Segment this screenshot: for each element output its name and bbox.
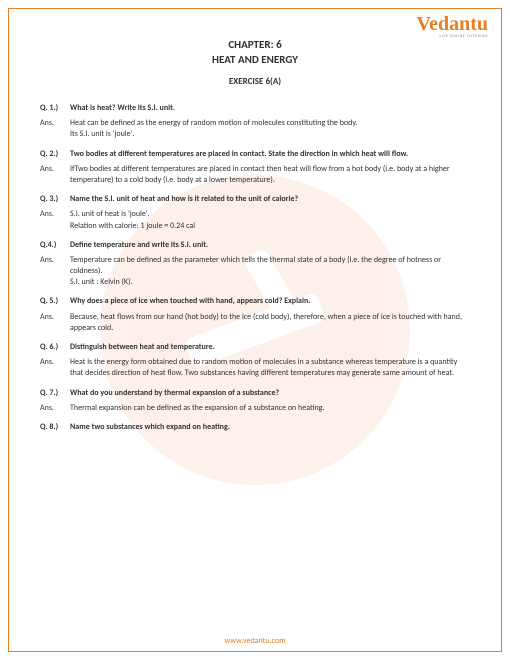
question-label: Q. 7.) [40, 388, 70, 399]
chapter-label: CHAPTER: 6 [40, 38, 470, 51]
qa-block: Q. 6.)Distinguish between heat and tempe… [40, 342, 470, 380]
answer-text: S.I. unit of heat is 'joule'.Relation wi… [70, 209, 470, 231]
qa-block: Q. 3.)Name the S.I. unit of heat and how… [40, 194, 470, 232]
question-row: Q. 7.)What do you understand by thermal … [40, 388, 470, 399]
answer-row: Ans.IfTwo bodies at different temperatur… [40, 164, 470, 186]
answer-text: Thermal expansion can be defined as the … [70, 403, 470, 414]
answer-label: Ans. [40, 164, 70, 186]
question-text: Two bodies at different temperatures are… [70, 149, 470, 160]
answer-label: Ans. [40, 255, 70, 289]
chapter-name: HEAT AND ENERGY [40, 53, 470, 66]
qa-block: Q. 1.)What is heat? Write its S.I. unit.… [40, 103, 470, 141]
answer-row: Ans.Because, heat flows from our hand (h… [40, 312, 470, 334]
answer-row: Ans.Temperature can be defined as the pa… [40, 255, 470, 289]
answer-text: Temperature can be defined as the parame… [70, 255, 470, 289]
qa-block: Q. 8.)Name two substances which expand o… [40, 422, 470, 433]
question-row: Q. 8.)Name two substances which expand o… [40, 422, 470, 433]
answer-text: IfTwo bodies at different temperatures a… [70, 164, 470, 186]
document-content: CHAPTER: 6 HEAT AND ENERGY EXERCISE 6(A)… [0, 0, 510, 461]
question-row: Q.4.)Define temperature and write its S.… [40, 240, 470, 251]
qa-block: Q. 7.)What do you understand by thermal … [40, 388, 470, 414]
answer-row: Ans.Heat is the energy form obtained due… [40, 357, 470, 379]
question-label: Q. 3.) [40, 194, 70, 205]
answer-text: Because, heat flows from our hand (hot b… [70, 312, 470, 334]
question-text: Name the S.I. unit of heat and how is it… [70, 194, 470, 205]
qa-block: Q. 2.)Two bodies at different temperatur… [40, 149, 470, 187]
question-text: What do you understand by thermal expans… [70, 388, 470, 399]
answer-row: Ans.Heat can be defined as the energy of… [40, 118, 470, 140]
question-text: Name two substances which expand on heat… [70, 422, 470, 433]
answer-label: Ans. [40, 403, 70, 414]
answer-text: Heat is the energy form obtained due to … [70, 357, 470, 379]
answer-text: Heat can be defined as the energy of ran… [70, 118, 470, 140]
answer-label: Ans. [40, 312, 70, 334]
question-row: Q. 6.)Distinguish between heat and tempe… [40, 342, 470, 353]
question-text: Distinguish between heat and temperature… [70, 342, 470, 353]
exercise-label: EXERCISE 6(A) [40, 76, 470, 87]
answer-label: Ans. [40, 118, 70, 140]
question-label: Q. 2.) [40, 149, 70, 160]
question-label: Q. 1.) [40, 103, 70, 114]
question-label: Q. 8.) [40, 422, 70, 433]
qa-block: Q.4.)Define temperature and write its S.… [40, 240, 470, 289]
qa-block: Q. 5.)Why does a piece of ice when touch… [40, 296, 470, 334]
answer-label: Ans. [40, 357, 70, 379]
question-row: Q. 5.)Why does a piece of ice when touch… [40, 296, 470, 307]
question-text: Why does a piece of ice when touched wit… [70, 296, 470, 307]
question-text: Define temperature and write its S.I. un… [70, 240, 470, 251]
question-label: Q. 6.) [40, 342, 70, 353]
answer-row: Ans.S.I. unit of heat is 'joule'.Relatio… [40, 209, 470, 231]
question-row: Q. 1.)What is heat? Write its S.I. unit. [40, 103, 470, 114]
question-row: Q. 3.)Name the S.I. unit of heat and how… [40, 194, 470, 205]
footer-url: www.vedantu.com [0, 636, 510, 646]
answer-label: Ans. [40, 209, 70, 231]
question-label: Q. 5.) [40, 296, 70, 307]
answer-row: Ans.Thermal expansion can be defined as … [40, 403, 470, 414]
question-label: Q.4.) [40, 240, 70, 251]
question-row: Q. 2.)Two bodies at different temperatur… [40, 149, 470, 160]
question-text: What is heat? Write its S.I. unit. [70, 103, 470, 114]
